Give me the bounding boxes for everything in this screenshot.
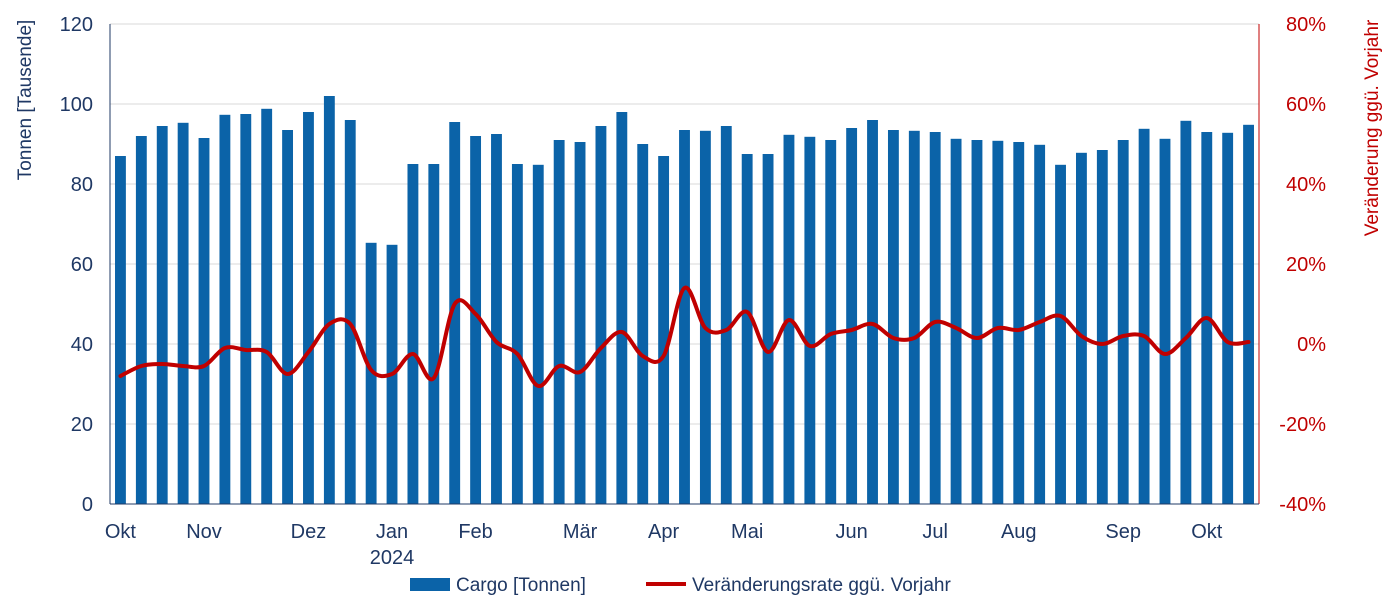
- month-label: Sep: [1105, 521, 1141, 543]
- left-tick-label: 120: [60, 14, 93, 36]
- month-label: Okt: [105, 521, 137, 543]
- axes: [109, 24, 1260, 505]
- cargo-bar: [198, 138, 210, 504]
- cargo-bar: [1117, 140, 1129, 504]
- right-tick-label: -40%: [1279, 494, 1326, 516]
- month-label: Aug: [1001, 521, 1037, 543]
- left-tick-label: 20: [71, 414, 93, 436]
- left-tick-label: 0: [82, 494, 93, 516]
- cargo-bar: [1243, 124, 1254, 505]
- cargo-bar: [1013, 142, 1025, 504]
- cargo-bar: [553, 140, 565, 504]
- cargo-bar: [470, 136, 482, 504]
- cargo-bar: [1055, 164, 1066, 505]
- cargo-bar: [177, 122, 189, 505]
- right-tick-label: 20%: [1286, 254, 1326, 276]
- cargo-bar: [428, 164, 440, 504]
- cargo-bar: [1075, 152, 1087, 505]
- cargo-bar: [449, 122, 461, 504]
- change-rate-line-layer: [118, 285, 1251, 389]
- cargo-bar: [574, 142, 586, 504]
- cargo-bar: [491, 134, 502, 504]
- month-label: Mär: [563, 521, 598, 543]
- cargo-bar: [282, 130, 294, 504]
- cargo-bar: [595, 126, 607, 504]
- cargo-bar: [637, 144, 649, 504]
- month-label: Jan: [376, 521, 408, 543]
- cargo-bar: [887, 130, 899, 504]
- month-label: Feb: [458, 521, 492, 543]
- cargo-bar: [1180, 120, 1192, 505]
- cargo-bar: [867, 120, 878, 504]
- cargo-bar: [741, 154, 753, 504]
- year-label: 2024: [370, 547, 415, 569]
- left-tick-label: 60: [71, 254, 93, 276]
- x-axis-month-labels: Okt Nov Dez Jan Feb Mär Apr Mai Jun Jul Aug Sep Okt 2…: [105, 521, 1223, 569]
- cargo-bar: [950, 138, 962, 505]
- cargo-bar: [699, 130, 711, 505]
- change-rate-line: [118, 285, 1251, 389]
- cargo-bar: [261, 108, 273, 505]
- right-axis-ticks: -40% -20% 0% 20% 40% 60% 80%: [1279, 14, 1326, 516]
- cargo-bar: [303, 112, 314, 504]
- cargo-bar: [240, 114, 252, 504]
- cargo-bar: [323, 96, 335, 504]
- legend-label-cargo: Cargo [Tonnen]: [456, 575, 586, 596]
- cargo-bar: [616, 112, 628, 504]
- left-tick-label: 40: [71, 334, 93, 356]
- month-label: Mai: [731, 521, 763, 543]
- right-tick-label: 80%: [1286, 14, 1326, 36]
- right-tick-label: 0%: [1297, 334, 1326, 356]
- cargo-bar: [135, 136, 147, 504]
- cargo-bar: [971, 140, 983, 504]
- left-tick-label: 100: [60, 94, 93, 116]
- cargo-bar: [825, 140, 837, 504]
- right-tick-label: 40%: [1286, 174, 1326, 196]
- cargo-bar: [804, 136, 816, 505]
- cargo-bar: [1159, 138, 1171, 505]
- cargo-bar: [1138, 128, 1150, 505]
- cargo-bar: [929, 132, 941, 504]
- cargo-bar: [407, 164, 419, 504]
- legend-swatch-cargo: [410, 578, 450, 591]
- cargo-bar: [720, 126, 732, 504]
- month-label: Okt: [1191, 521, 1223, 543]
- cargo-bar: [219, 114, 231, 505]
- month-label: Dez: [291, 521, 327, 543]
- cargo-bars: [115, 96, 1254, 505]
- month-label: Apr: [648, 521, 679, 543]
- cargo-bar: [365, 242, 377, 505]
- cargo-bar: [846, 128, 858, 504]
- right-axis-title: Veränderung ggü. Vorjahr: [1362, 19, 1383, 236]
- right-tick-label: 60%: [1286, 94, 1326, 116]
- cargo-bar: [658, 156, 670, 504]
- left-tick-label: 80: [71, 174, 93, 196]
- cargo-bar: [532, 164, 544, 505]
- left-axis-ticks: 0 20 40 60 80 100 120: [60, 14, 93, 516]
- cargo-bar: [1222, 132, 1234, 505]
- month-label: Jul: [922, 521, 948, 543]
- legend-label-change-rate: Veränderungsrate ggü. Vorjahr: [692, 575, 951, 596]
- cargo-bar: [511, 164, 523, 504]
- month-label: Jun: [836, 521, 868, 543]
- legend: Cargo [Tonnen] Veränderungsrate ggü. Vor…: [410, 575, 951, 596]
- month-label: Nov: [186, 521, 222, 543]
- cargo-bar: [344, 120, 356, 504]
- cargo-bar: [762, 154, 774, 504]
- cargo-bar: [679, 130, 690, 504]
- cargo-bar: [992, 140, 1004, 505]
- cargo-bar: [1034, 144, 1046, 505]
- left-axis-title: Tonnen [Tausende]: [15, 20, 36, 181]
- cargo-bar: [115, 156, 126, 504]
- cargo-bar: [1096, 150, 1108, 504]
- right-tick-label: -20%: [1279, 414, 1326, 436]
- cargo-bar: [156, 126, 168, 504]
- cargo-bar: [908, 130, 920, 505]
